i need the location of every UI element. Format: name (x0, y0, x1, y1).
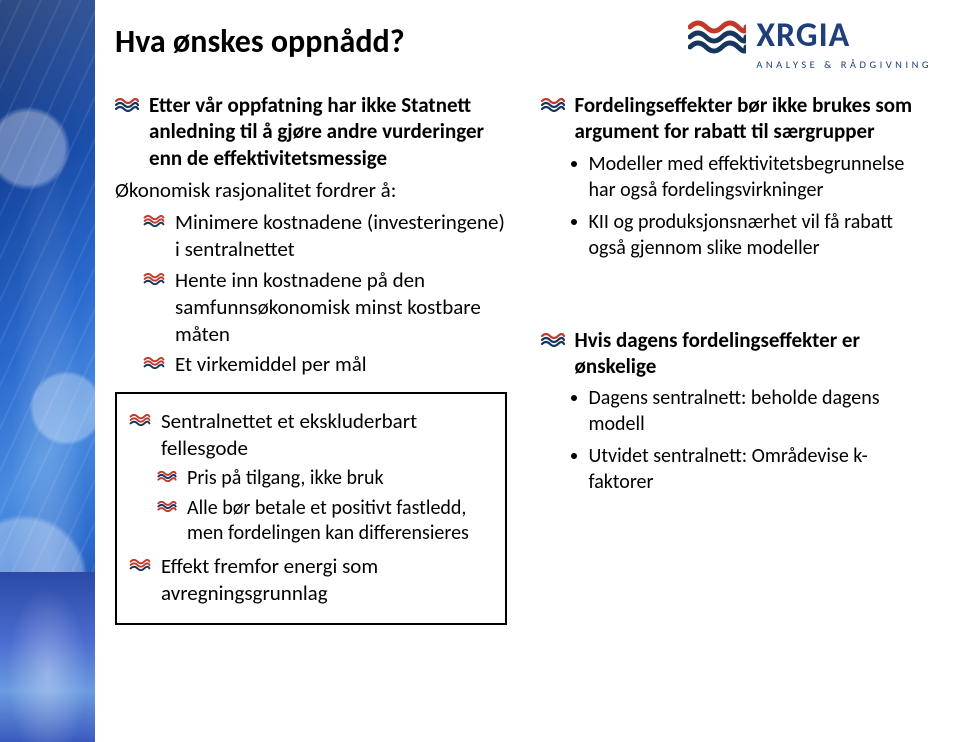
left-stripe-turbine (0, 572, 95, 742)
right-dot-1-text: Modeller med effektivitetsbegrunnelse ha… (589, 151, 933, 203)
box-line-1b: Alle bør betale et positivt fastledd, me… (157, 496, 493, 547)
box-line-2-text: Effekt fremfor energi som avregningsgrun… (161, 553, 493, 607)
right-dot-4-text: Utvidet sentralnett: Områdevise k-faktor… (589, 443, 933, 495)
wave-icon (143, 215, 165, 227)
right-dot-3-text: Dagens sentralnett: beholde dagens model… (589, 385, 933, 437)
wave-icon (541, 333, 565, 347)
box-line-1a: Pris på tilgang, ikke bruk (157, 466, 493, 492)
left-sub-1-text: Minimere kostnadene (investeringene) i s… (175, 209, 507, 263)
box-line-2: Effekt fremfor energi som avregningsgrun… (129, 553, 493, 607)
content-columns: Etter vår oppfatning har ikke Statnett a… (115, 92, 932, 722)
left-subhead: Økonomisk rasjonalitet fordrer å: (115, 177, 507, 203)
wave-icon (129, 414, 151, 426)
box-line-1: Sentralnettet et ekskluderbart fellesgod… (129, 408, 493, 462)
right-dot-1: Modeller med effektivitetsbegrunnelse ha… (571, 151, 933, 203)
left-box: Sentralnettet et ekskluderbart fellesgod… (115, 392, 507, 624)
right-bullet-2-text: Hvis dagens fordelingseffekter er ønskel… (575, 327, 933, 380)
left-bullet-1: Etter vår oppfatning har ikke Statnett a… (115, 92, 507, 171)
dot-icon (571, 395, 577, 401)
right-bullet-1: Fordelingseffekter bør ikke brukes som a… (541, 92, 933, 145)
wave-icon (157, 501, 177, 512)
left-column: Etter vår oppfatning har ikke Statnett a… (115, 92, 507, 722)
left-bullet-1-text: Etter vår oppfatning har ikke Statnett a… (149, 92, 507, 171)
logo: XRGIA ANALYSE & RÅDGIVNING (688, 18, 932, 71)
right-column: Fordelingseffekter bør ikke brukes som a… (541, 92, 933, 722)
logo-wave-icon (688, 18, 746, 54)
right-bullet-2: Hvis dagens fordelingseffekter er ønskel… (541, 327, 933, 380)
logo-subtitle: ANALYSE & RÅDGIVNING (756, 58, 932, 71)
dot-icon (571, 161, 577, 167)
dot-icon (571, 219, 577, 225)
wave-icon (143, 273, 165, 285)
left-sub-2-text: Hente inn kostnadene på den samfunnsøkon… (175, 267, 507, 348)
left-sub-2: Hente inn kostnadene på den samfunnsøkon… (143, 267, 507, 348)
box-line-1b-text: Alle bør betale et positivt fastledd, me… (187, 496, 493, 547)
box-line-1-text: Sentralnettet et ekskluderbart fellesgod… (161, 408, 493, 462)
dot-icon (571, 453, 577, 459)
wave-icon (541, 98, 565, 112)
right-dot-3: Dagens sentralnett: beholde dagens model… (571, 385, 933, 437)
page-title: Hva ønskes oppnådd? (115, 22, 405, 61)
right-dot-4: Utvidet sentralnett: Områdevise k-faktor… (571, 443, 933, 495)
logo-text: XRGIA (756, 19, 850, 53)
wave-icon (115, 98, 139, 112)
wave-icon (143, 357, 165, 369)
box-line-1a-text: Pris på tilgang, ikke bruk (187, 466, 384, 492)
left-sub-1: Minimere kostnadene (investeringene) i s… (143, 209, 507, 263)
right-dot-2: KII og produksjonsnærhet vil få rabatt o… (571, 209, 933, 261)
right-dot-2-text: KII og produksjonsnærhet vil få rabatt o… (589, 209, 933, 261)
left-sub-3: Et virkemiddel per mål (143, 351, 507, 378)
wave-icon (129, 559, 151, 571)
left-subhead-text: Økonomisk rasjonalitet fordrer å: (115, 177, 396, 203)
wave-icon (157, 471, 177, 482)
right-bullet-1-text: Fordelingseffekter bør ikke brukes som a… (575, 92, 933, 145)
left-sub-3-text: Et virkemiddel per mål (175, 351, 367, 378)
